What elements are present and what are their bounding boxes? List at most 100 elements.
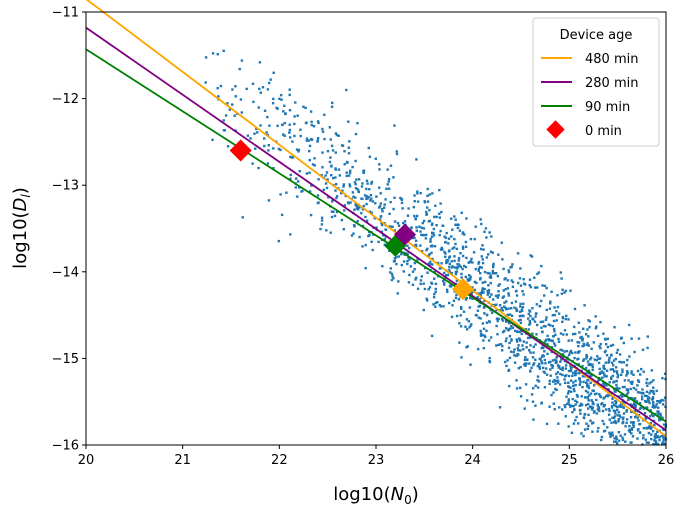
- scatter-point: [590, 374, 593, 377]
- scatter-point: [445, 288, 449, 291]
- scatter-point: [490, 293, 493, 296]
- scatter-point: [460, 276, 463, 279]
- scatter-point: [527, 328, 530, 331]
- scatter-point: [491, 311, 494, 314]
- scatter-point: [495, 324, 498, 328]
- scatter-point: [533, 276, 536, 279]
- scatter-point: [633, 398, 636, 401]
- scatter-point: [335, 133, 339, 137]
- scatter-point: [554, 382, 557, 385]
- scatter-point: [560, 358, 563, 361]
- scatter-point: [580, 432, 583, 435]
- scatter-point: [558, 406, 561, 409]
- scatter-point: [226, 145, 230, 148]
- scatter-point: [557, 340, 561, 343]
- scatter-point: [532, 345, 535, 349]
- scatter-point: [517, 319, 521, 322]
- scatter-point: [542, 324, 546, 328]
- scatter-point: [626, 370, 629, 373]
- scatter-point: [498, 406, 502, 409]
- scatter-point: [604, 337, 607, 341]
- scatter-point: [576, 341, 579, 344]
- scatter-point: [316, 120, 320, 123]
- scatter-point: [616, 376, 619, 379]
- scatter-point: [353, 208, 356, 211]
- scatter-point: [654, 405, 657, 409]
- scatter-point: [605, 384, 608, 387]
- scatter-point: [608, 409, 611, 413]
- scatter-point: [652, 443, 655, 446]
- scatter-point: [615, 383, 618, 387]
- scatter-point: [556, 381, 560, 384]
- scatter-point: [510, 314, 514, 317]
- scatter-point: [619, 434, 622, 437]
- scatter-point: [245, 87, 248, 91]
- y-tick-label: −14: [52, 265, 79, 280]
- scatter-point: [575, 370, 578, 373]
- scatter-point: [490, 235, 493, 238]
- scatter-point: [348, 140, 351, 143]
- scatter-point: [413, 268, 416, 271]
- scatter-point: [433, 293, 436, 296]
- scatter-point: [550, 339, 554, 343]
- scatter-point: [570, 366, 573, 369]
- scatter-point: [454, 223, 457, 226]
- scatter-point: [606, 426, 609, 429]
- scatter-point: [389, 267, 392, 270]
- scatter-point: [615, 437, 618, 441]
- scatter-point: [555, 319, 558, 322]
- legend-title: Device age: [560, 28, 633, 43]
- scatter-point: [226, 102, 229, 105]
- scatter-point: [374, 202, 377, 205]
- scatter-point: [579, 408, 582, 412]
- scatter-point: [554, 379, 558, 383]
- scatter-point: [543, 294, 546, 297]
- scatter-point: [426, 271, 429, 274]
- scatter-point: [625, 418, 629, 421]
- scatter-point: [492, 262, 495, 266]
- scatter-point: [554, 361, 557, 364]
- scatter-point: [631, 435, 635, 438]
- scatter-point: [422, 219, 426, 223]
- scatter-point: [424, 237, 428, 240]
- scatter-point: [400, 197, 403, 201]
- scatter-point: [432, 296, 436, 299]
- scatter-point: [438, 188, 441, 192]
- scatter-point: [389, 271, 392, 274]
- scatter-point: [614, 421, 618, 425]
- scatter-point: [579, 381, 582, 384]
- scatter-point: [559, 332, 563, 335]
- scatter-point: [434, 287, 437, 291]
- scatter-point: [587, 369, 591, 372]
- scatter-point: [522, 302, 525, 305]
- scatter-point: [543, 284, 547, 288]
- scatter-point: [467, 261, 470, 264]
- scatter-point: [266, 115, 269, 119]
- scatter-point: [354, 203, 357, 206]
- scatter-point: [650, 369, 653, 372]
- scatter-point: [310, 123, 313, 127]
- scatter-point: [234, 95, 237, 98]
- scatter-point: [630, 428, 634, 431]
- scatter-point: [642, 407, 645, 410]
- scatter-point: [434, 290, 437, 294]
- scatter-point: [497, 294, 500, 297]
- scatter-point: [535, 333, 538, 336]
- scatter-point: [631, 397, 634, 400]
- scatter-point: [504, 288, 507, 291]
- scatter-point: [603, 404, 606, 407]
- scatter-point: [297, 148, 301, 152]
- scatter-point: [521, 344, 524, 347]
- scatter-point: [614, 357, 617, 361]
- scatter-point: [610, 354, 613, 357]
- scatter-point: [620, 394, 623, 397]
- scatter-point: [326, 178, 329, 181]
- scatter-point: [519, 386, 522, 390]
- scatter-point: [578, 404, 581, 407]
- scatter-point: [501, 309, 504, 312]
- scatter-point: [649, 422, 653, 425]
- scatter-point: [565, 333, 568, 336]
- scatter-point: [501, 344, 504, 348]
- scatter-point: [557, 366, 560, 369]
- scatter-point: [613, 437, 616, 440]
